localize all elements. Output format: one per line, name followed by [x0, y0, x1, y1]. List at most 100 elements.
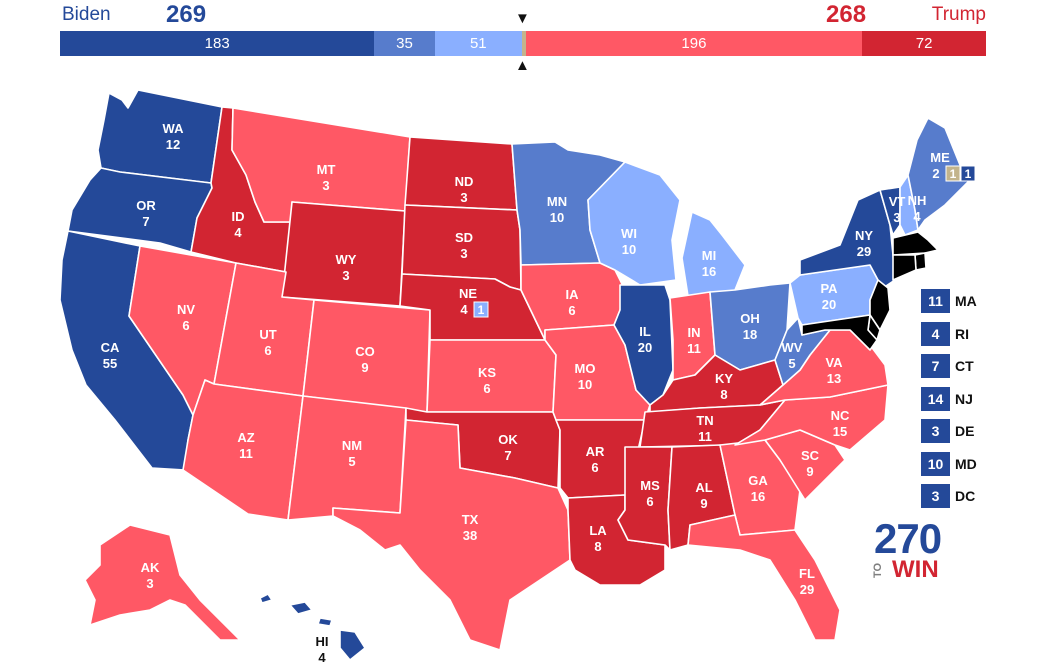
state-ev-al: 9: [700, 496, 707, 511]
state-ev-wi: 10: [622, 242, 636, 257]
state-vt[interactable]: [879, 186, 901, 236]
state-label-wi: WI: [621, 226, 637, 241]
state-ev-ia: 6: [568, 303, 575, 318]
state-ev-ga: 16: [751, 489, 765, 504]
state-label-wv: WV: [782, 340, 803, 355]
state-label-nm: NM: [342, 438, 362, 453]
state-label-ms: MS: [640, 478, 660, 493]
state-label-ks: KS: [478, 365, 496, 380]
district-ev: 1: [965, 167, 972, 181]
state-ev-me: 2: [932, 166, 939, 181]
state-ev-id: 4: [234, 225, 242, 240]
state-label-id: ID: [232, 209, 245, 224]
small-state-label-nj: NJ: [955, 390, 973, 407]
state-label-az: AZ: [237, 430, 254, 445]
state-ev-ks: 6: [483, 381, 490, 396]
electoral-total-biden: 269: [166, 1, 207, 28]
state-label-hi: HI: [316, 634, 329, 649]
state-label-mi: MI: [702, 248, 716, 263]
state-md[interactable]: [801, 314, 878, 351]
logo-win: WIN: [892, 556, 939, 583]
state-label-nd: ND: [455, 174, 474, 189]
state-ev-nc: 15: [833, 424, 847, 439]
state-ev-va: 13: [827, 371, 841, 386]
state-wi[interactable]: [587, 161, 681, 286]
state-nm[interactable]: [287, 395, 407, 521]
state-label-nc: NC: [831, 408, 850, 423]
state-label-sd: SD: [455, 230, 473, 245]
state-ev-ms: 6: [646, 494, 653, 509]
bar-segment: 196: [525, 31, 863, 56]
state-label-ny: NY: [855, 228, 873, 243]
state-ev-tx: 38: [463, 528, 477, 543]
district-ev: 1: [478, 303, 485, 317]
state-label-in: IN: [688, 325, 701, 340]
state-label-me: ME: [930, 150, 950, 165]
state-label-mo: MO: [575, 361, 596, 376]
state-ct[interactable]: [892, 254, 917, 281]
bar-segment: 183: [60, 31, 375, 56]
state-label-ar: AR: [586, 444, 605, 459]
state-ak[interactable]: [84, 524, 241, 641]
state-ri[interactable]: [914, 252, 927, 271]
small-state-ev-de[interactable]: 3: [921, 419, 950, 443]
district-box[interactable]: [945, 165, 961, 182]
state-label-oh: OH: [740, 311, 760, 326]
state-label-ut: UT: [259, 327, 276, 342]
state-wa[interactable]: [97, 89, 223, 184]
state-ev-fl: 29: [800, 582, 814, 597]
state-label-ia: IA: [566, 287, 580, 302]
small-state-ev-ma[interactable]: 11: [921, 289, 950, 313]
state-label-ok: OK: [498, 432, 518, 447]
small-state-ev-dc[interactable]: 3: [921, 484, 950, 508]
candidate-name-biden: Biden: [62, 4, 111, 25]
state-ev-vt: 3: [893, 210, 900, 225]
state-ev-hi: 4: [318, 650, 326, 665]
district-ev: 1: [950, 167, 957, 181]
candidate-name-trump: Trump: [931, 4, 986, 25]
state-ev-ut: 6: [264, 343, 271, 358]
us-electoral-map: WA12OR7CA55NV6ID4MT3WY3UT6AZ11CO9NM5ND3S…: [59, 89, 976, 665]
state-label-ca: CA: [101, 340, 120, 355]
state-ms[interactable]: [617, 446, 673, 551]
state-label-nh: NH: [908, 193, 927, 208]
state-label-ak: AK: [141, 560, 160, 575]
state-label-va: VA: [825, 355, 843, 370]
270towin-logo: 270 TO WIN: [872, 518, 952, 584]
small-state-ev-md[interactable]: 10: [921, 451, 950, 476]
state-label-fl: FL: [799, 566, 815, 581]
state-ev-or: 7: [142, 214, 149, 229]
state-label-ne: NE: [459, 286, 477, 301]
state-label-ga: GA: [748, 473, 768, 488]
bar-segment: 72: [862, 31, 986, 56]
bar-segment: 35: [374, 31, 435, 56]
district-box[interactable]: [473, 301, 489, 318]
small-state-label-ri: RI: [955, 325, 969, 342]
state-ev-ny: 29: [857, 244, 871, 259]
small-state-label-ma: MA: [955, 293, 977, 309]
small-state-label-dc: DC: [955, 488, 976, 504]
small-state-ev-ct[interactable]: 7: [921, 354, 950, 378]
state-ev-ok: 7: [504, 448, 511, 463]
small-state-ev-nj[interactable]: 14: [921, 386, 950, 411]
state-ev-co: 9: [361, 360, 368, 375]
state-label-or: OR: [136, 198, 156, 213]
state-label-wy: WY: [336, 252, 357, 267]
electoral-total-trump: 268: [826, 1, 867, 28]
state-ev-ky: 8: [720, 387, 727, 402]
majority-marker-top-icon: ▼: [515, 10, 530, 27]
state-ev-wv: 5: [788, 356, 795, 371]
state-ev-wa: 12: [166, 137, 180, 152]
state-label-mt: MT: [317, 162, 336, 177]
small-state-ev-ri[interactable]: 4: [921, 321, 950, 346]
district-box[interactable]: [960, 165, 976, 182]
state-nc[interactable]: [734, 384, 889, 451]
state-label-la: LA: [589, 523, 607, 538]
small-state-label-md: MD: [955, 455, 977, 472]
state-tx[interactable]: [332, 419, 571, 651]
state-ma[interactable]: [892, 231, 939, 256]
small-state-label-de: DE: [955, 423, 975, 439]
state-hi[interactable]: [259, 593, 366, 661]
state-label-al: AL: [695, 480, 712, 495]
state-fl[interactable]: [687, 514, 841, 641]
